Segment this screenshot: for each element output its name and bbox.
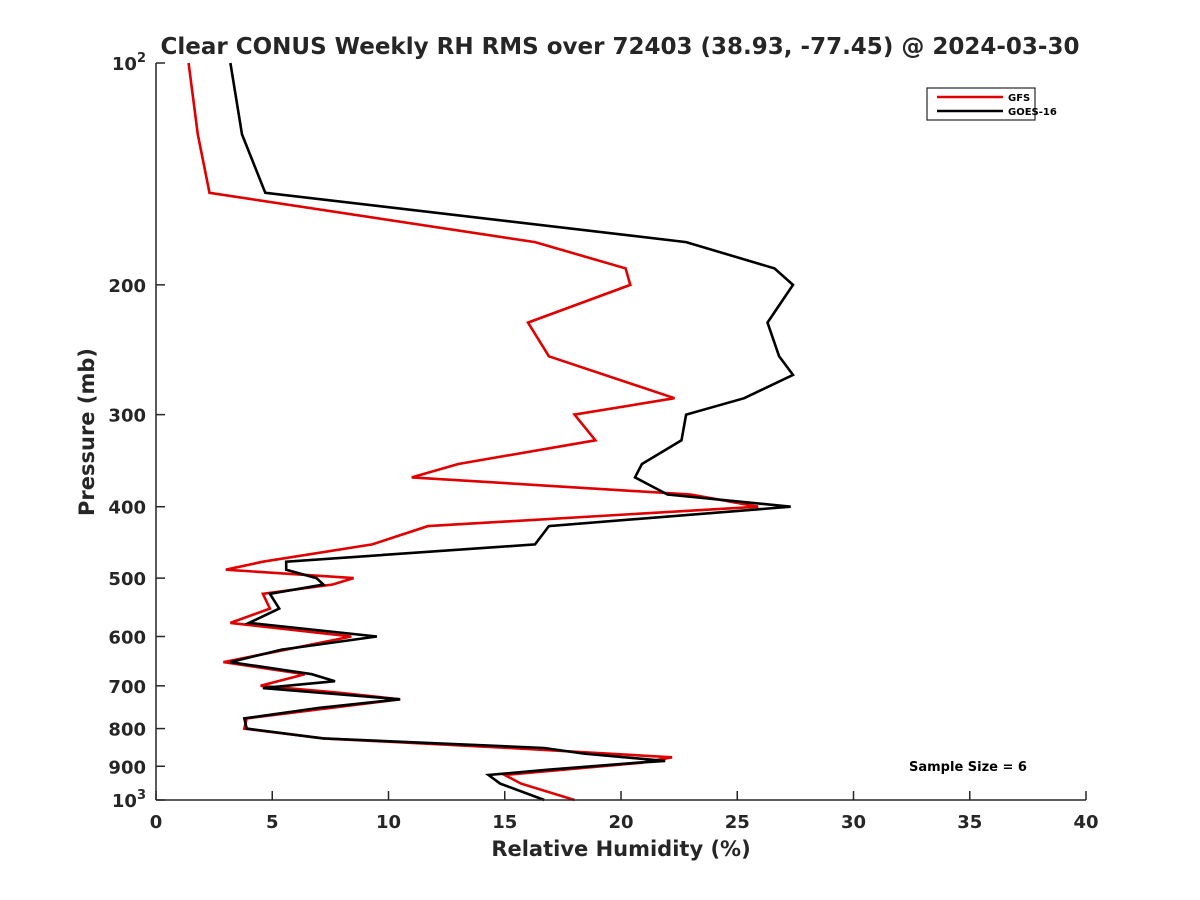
y-tick-label: 103 xyxy=(112,788,146,812)
x-tick-label: 35 xyxy=(957,812,982,833)
y-tick-label: 300 xyxy=(108,406,146,427)
legend-box xyxy=(926,87,1036,121)
x-tick-label: 20 xyxy=(608,812,633,833)
x-tick-label: 15 xyxy=(492,812,517,833)
x-ticks: 0 5 10 15 20 25 30 35 40 xyxy=(150,791,1099,833)
y-tick-label: 500 xyxy=(108,569,146,590)
series-line-goes-16 xyxy=(229,62,795,802)
legend-label-gfs: GFS xyxy=(1008,93,1030,104)
y-axis-label: Pressure (mb) xyxy=(75,348,99,516)
x-tick-label: 10 xyxy=(376,812,401,833)
y-tick-label: 700 xyxy=(108,677,146,698)
legend: GFS GOES-16 xyxy=(926,87,1057,121)
x-tick-label: 5 xyxy=(266,812,279,833)
x-tick-label: 25 xyxy=(725,812,750,833)
y-tick-label: 900 xyxy=(108,757,146,778)
x-tick-label: 30 xyxy=(841,812,866,833)
x-axis-label: Relative Humidity (%) xyxy=(491,837,750,861)
plot-area: 0 5 10 15 20 25 30 35 40 102 200 300 400 500 600 700 80… xyxy=(108,51,1098,833)
legend-label-goes16: GOES-16 xyxy=(1008,107,1057,118)
y-ticks: 102 200 300 400 500 600 700 800 900 103 xyxy=(108,51,165,812)
y-tick-label: 400 xyxy=(108,498,146,519)
chart-title: Clear CONUS Weekly RH RMS over 72403 (38… xyxy=(161,34,1080,60)
series-layer xyxy=(187,62,795,802)
y-tick-label: 600 xyxy=(108,627,146,648)
y-tick-label: 102 xyxy=(112,51,146,75)
y-tick-label: 200 xyxy=(108,276,146,297)
sample-size-annotation: Sample Size = 6 xyxy=(909,760,1027,775)
x-tick-label: 40 xyxy=(1073,812,1098,833)
x-tick-label: 0 xyxy=(150,812,163,833)
y-tick-label: 800 xyxy=(108,720,146,741)
